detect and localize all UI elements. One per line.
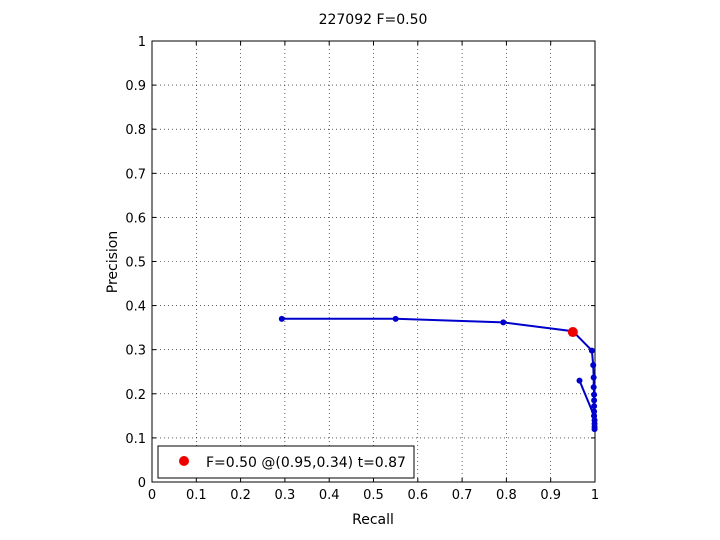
data-point xyxy=(500,319,507,326)
x-tick-label: 0.1 xyxy=(186,488,207,503)
best-point-layer xyxy=(567,327,578,338)
x-tick-label: 0 xyxy=(148,488,156,503)
grid-lines xyxy=(152,41,595,482)
x-tick-label: 0.2 xyxy=(230,488,251,503)
legend-box xyxy=(157,445,415,479)
data-point xyxy=(278,315,285,322)
y-tick-label: 0.6 xyxy=(125,211,146,226)
legend-label: F=0.50 @(0.95,0.34) t=0.87 xyxy=(206,455,406,471)
chart-title: 227092 F=0.50 xyxy=(319,12,428,28)
data-point xyxy=(590,362,597,369)
legend: F=0.50 @(0.95,0.34) t=0.87 xyxy=(157,445,415,479)
y-tick-label: 0.5 xyxy=(125,256,146,271)
y-tick-label: 0.4 xyxy=(125,300,146,315)
series-layer xyxy=(278,315,598,433)
x-tick-labels: 0 0.1 0.2 0.3 0.4 0.5 0.6 0.7 0.8 0.9 1 xyxy=(148,488,599,503)
axis-ticks xyxy=(151,40,596,483)
x-tick-label: 0.4 xyxy=(319,488,340,503)
series-line xyxy=(281,317,596,430)
data-point xyxy=(591,408,598,415)
data-point xyxy=(591,403,598,410)
y-axis-label: Precision xyxy=(105,231,121,293)
y-tick-label: 0.8 xyxy=(125,123,146,138)
x-tick-label: 0.5 xyxy=(363,488,384,503)
x-tick-label: 0.9 xyxy=(540,488,561,503)
y-tick-labels: 0 0.1 0.2 0.3 0.4 0.5 0.6 0.7 0.8 0.9 1 xyxy=(125,35,146,491)
data-point xyxy=(591,391,598,398)
y-tick-label: 0 xyxy=(138,476,146,491)
x-tick-label: 0.8 xyxy=(496,488,517,503)
x-tick-label: 0.6 xyxy=(407,488,428,503)
data-point xyxy=(576,377,583,384)
y-tick-label: 0.1 xyxy=(125,432,146,447)
x-axis-label: Recall xyxy=(352,512,394,528)
y-tick-label: 0.9 xyxy=(125,79,146,94)
y-tick-label: 0.2 xyxy=(125,388,146,403)
y-tick-label: 0.7 xyxy=(125,167,146,182)
x-tick-label: 1 xyxy=(591,488,599,503)
legend-marker xyxy=(179,456,189,466)
data-point xyxy=(590,374,597,381)
y-tick-label: 1 xyxy=(138,35,146,50)
data-point xyxy=(392,315,399,322)
y-tick-label: 0.3 xyxy=(125,344,146,359)
x-tick-label: 0.7 xyxy=(452,488,473,503)
x-tick-label: 0.3 xyxy=(275,488,296,503)
data-point xyxy=(591,412,598,419)
best-f-point xyxy=(567,327,578,338)
data-point xyxy=(591,426,598,433)
data-point xyxy=(591,397,598,404)
data-point xyxy=(588,347,595,354)
data-point xyxy=(590,384,597,391)
